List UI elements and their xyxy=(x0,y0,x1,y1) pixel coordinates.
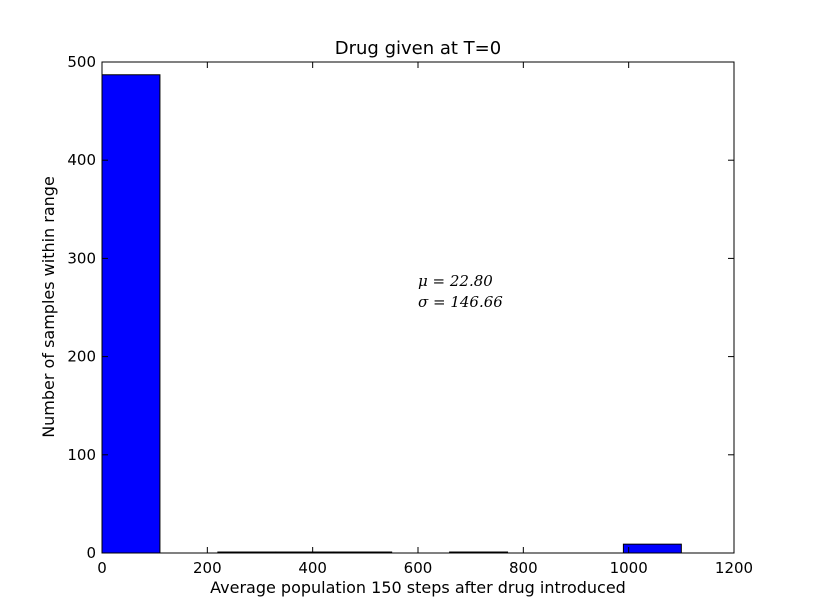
x-tick-label: 600 xyxy=(404,559,433,577)
std-annotation: σ = 146.66 xyxy=(418,293,503,311)
plot-frame xyxy=(101,61,735,554)
x-tick-label: 800 xyxy=(509,559,538,577)
histogram-bar-0 xyxy=(101,74,161,554)
x-tick-label: 1200 xyxy=(715,559,753,577)
y-tick-label: 500 xyxy=(67,53,96,71)
x-tick-label: 0 xyxy=(97,559,107,577)
y-tick-label: 200 xyxy=(67,348,96,366)
ticks-layer: 0 200 400 600 800 1000 1200 0 100 200 300 400 500 xyxy=(67,53,753,577)
x-tick-label: 1000 xyxy=(610,559,648,577)
y-axis-title: Number of samples within range xyxy=(39,176,58,438)
chart-title: Drug given at T=0 xyxy=(335,38,501,59)
x-tick-label: 400 xyxy=(298,559,327,577)
y-tick-label: 300 xyxy=(67,249,96,267)
y-tick-label: 100 xyxy=(67,446,96,464)
histogram-bar-9 xyxy=(622,543,682,554)
bars-layer xyxy=(101,74,682,554)
mean-annotation: μ = 22.80 xyxy=(418,272,493,290)
x-tick-label: 200 xyxy=(193,559,222,577)
y-tick-label: 400 xyxy=(67,151,96,169)
y-tick-label: 0 xyxy=(86,544,96,562)
x-axis-title: Average population 150 steps after drug … xyxy=(210,578,626,597)
